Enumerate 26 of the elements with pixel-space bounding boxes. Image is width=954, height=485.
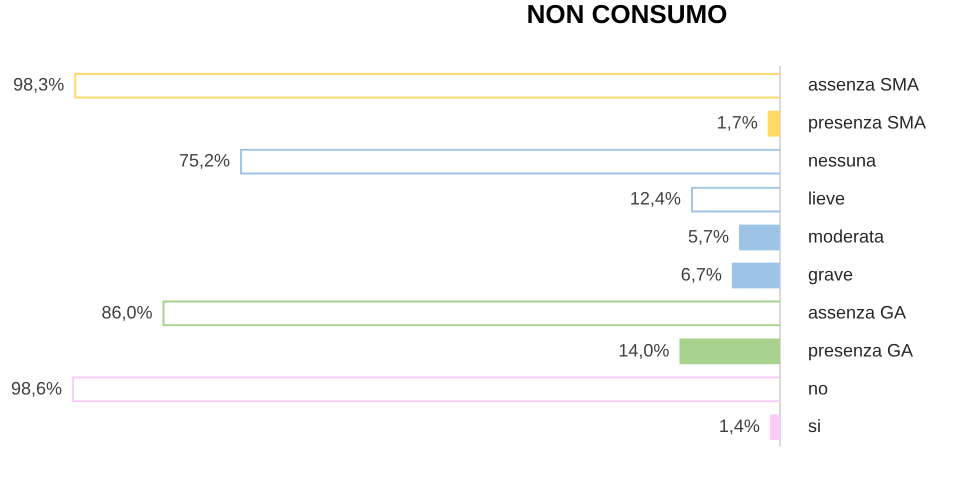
bar (732, 262, 780, 288)
data-label: 6,7% (680, 264, 722, 284)
data-label: 1,4% (718, 416, 760, 436)
y-tick-label: lieve (808, 188, 845, 209)
y-tick-label: presenza GA (808, 340, 914, 360)
data-label: 12,4% (630, 188, 681, 209)
chart-title: NON CONSUMO (526, 0, 728, 29)
y-tick-label: no (808, 378, 828, 398)
bar (739, 224, 780, 250)
data-label: 86,0% (101, 302, 153, 322)
data-label: 98,6% (11, 378, 62, 398)
y-tick-label: assenza GA (808, 302, 906, 322)
y-tick-label: si (808, 416, 821, 436)
data-label: 1,7% (716, 112, 758, 133)
bar (770, 414, 780, 440)
bar (679, 338, 780, 364)
y-tick-label: assenza SMA (808, 74, 920, 95)
bar (768, 110, 780, 137)
data-label: 5,7% (688, 226, 730, 246)
data-label: 98,3% (13, 74, 64, 95)
y-tick-label: presenza SMA (808, 112, 926, 133)
y-tick-label: moderata (808, 226, 885, 246)
y-tick-label: nessuna (808, 150, 877, 171)
data-label: 75,2% (179, 150, 230, 171)
y-tick-label: grave (808, 264, 853, 284)
data-label: 14,0% (618, 340, 670, 360)
